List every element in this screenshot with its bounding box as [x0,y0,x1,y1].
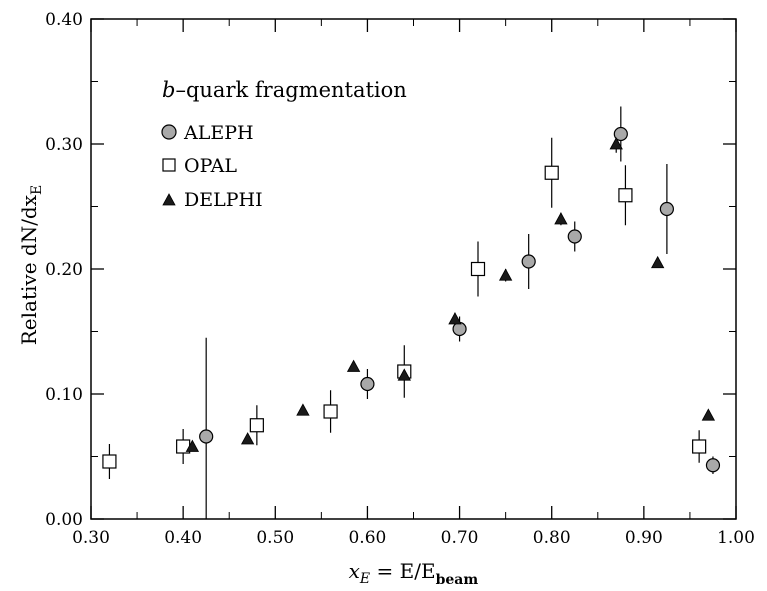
point-opal [102,454,117,469]
point-delphi [448,312,462,325]
x-axis-label-sub: beam [436,572,479,588]
point-delphi [346,359,361,372]
chart-title-italic: b [162,78,175,102]
point-aleph [659,201,674,217]
legend-label-delphi: DELPHI [184,189,263,211]
y-axis-label: Relative dN/dxE [17,185,45,346]
x-axis-label-var-sub: E [359,571,370,587]
x-tick-label: 0.30 [72,528,110,548]
legend-label-aleph: ALEPH [183,122,254,144]
point-opal [692,439,707,454]
point-aleph [567,229,582,244]
point-opal [323,404,338,419]
x-tick-label: 0.60 [348,528,386,548]
point-opal [618,188,633,203]
x-tick-label: 0.80 [533,528,571,548]
legend: ALEPH OPAL DELPHI [161,122,263,211]
point-delphi [554,212,568,225]
y-axis-label-sub: E [29,185,45,195]
plot-frame [90,18,737,520]
x-tick-labels: 0.30 0.40 0.50 0.60 0.70 0.80 0.90 1.00 [72,528,755,548]
legend-label-opal: OPAL [184,155,237,177]
point-delphi [609,137,623,150]
minor-ticks [91,19,736,519]
point-aleph [521,254,536,269]
x-axis-label: xE = E/Ebeam [349,559,479,588]
point-delphi [185,439,200,452]
data-markers [102,126,721,473]
x-tick-label: 0.40 [164,528,202,548]
point-delphi [498,268,513,281]
legend-marker-opal [162,158,176,172]
point-aleph [360,376,375,392]
point-opal [249,418,264,433]
point-aleph [705,458,721,473]
y-tick-label: 0.10 [45,385,83,405]
y-tick-label: 0.30 [45,135,83,155]
legend-marker-delphi [162,193,176,206]
legend-marker-aleph [161,124,177,140]
y-tick-label: 0.40 [45,10,83,30]
x-tick-label: 1.00 [717,528,755,548]
x-axis-label-eq: = E/E [370,559,435,583]
y-axis-label-main: Relative dN/dx [17,194,41,345]
point-aleph [613,126,628,142]
x-axis-label-var: x [349,559,360,583]
x-tick-label: 0.70 [441,528,479,548]
x-tick-label: 0.50 [256,528,294,548]
chart-title: b–quark fragmentation [162,78,407,102]
point-delphi [651,255,665,269]
chart-title-rest: –quark fragmentation [175,78,406,102]
point-opal [544,165,559,180]
y-tick-labels: 0.00 0.10 0.20 0.30 0.40 [45,10,83,530]
point-delphi [240,432,255,445]
point-delphi [296,403,310,416]
point-opal [470,261,486,277]
x-tick-label: 0.90 [625,528,663,548]
y-tick-label: 0.00 [45,510,83,530]
y-tick-label: 0.20 [45,260,83,280]
point-aleph [452,321,467,337]
point-delphi [701,408,716,421]
point-aleph [199,429,214,444]
point-delphi [397,368,411,381]
